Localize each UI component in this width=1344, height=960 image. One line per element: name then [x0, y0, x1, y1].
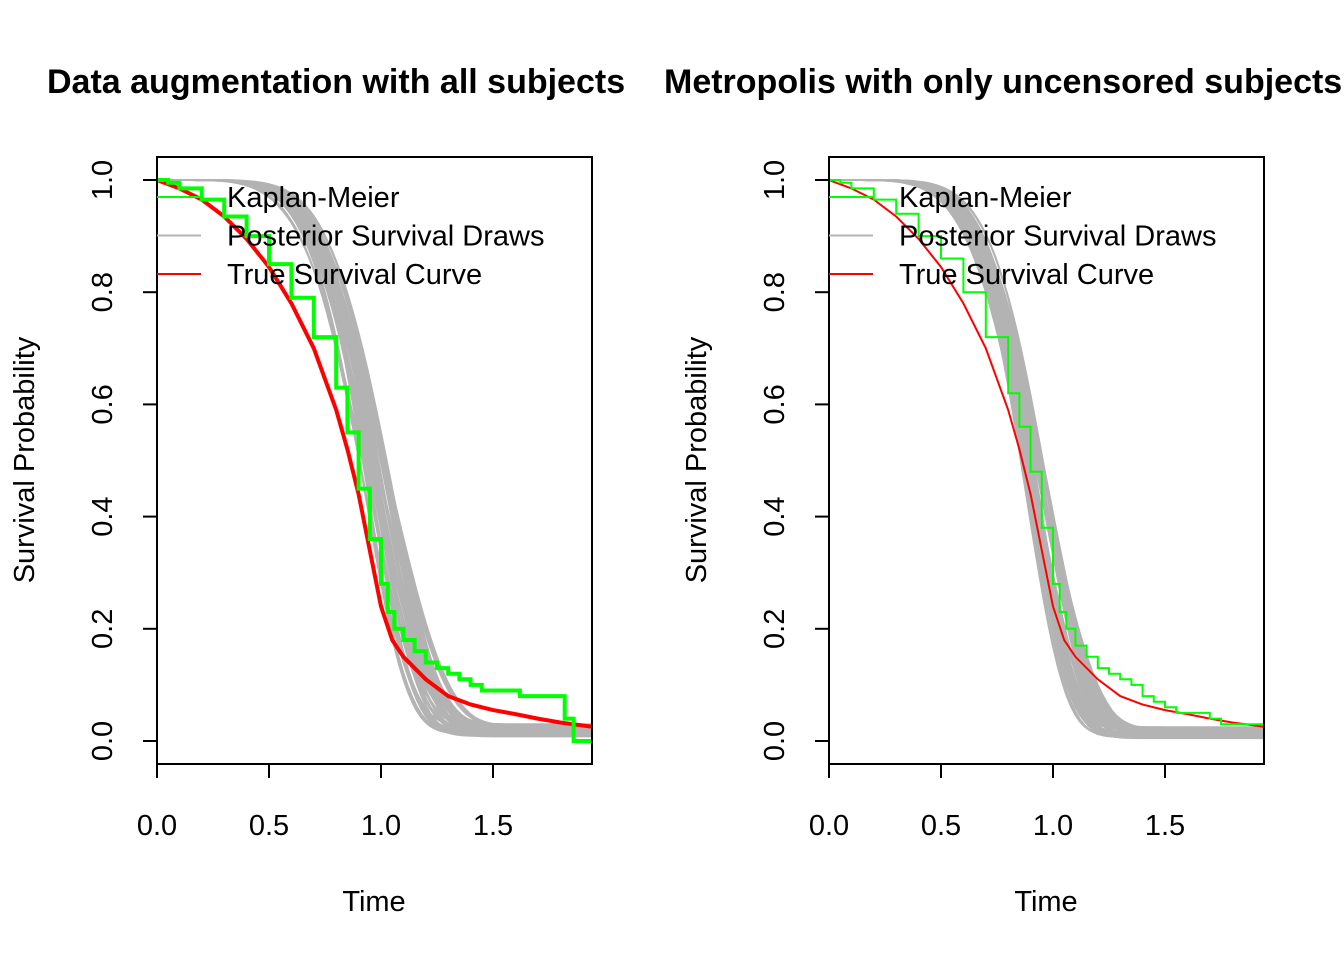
y-tick-label: 0.0 — [87, 721, 119, 761]
x-tick-label: 1.0 — [1033, 810, 1073, 842]
legend-label: Posterior Survival Draws — [899, 221, 1216, 253]
x-tick-label: 1.5 — [1145, 810, 1185, 842]
legend-label: Kaplan-Meier — [899, 182, 1072, 214]
y-tick-label: 0.6 — [87, 384, 119, 424]
y-tick-label: 0.2 — [759, 609, 791, 649]
legend: Kaplan-Meier Posterior Survival Draws True… — [157, 182, 544, 291]
legend-label: Posterior Survival Draws — [227, 221, 544, 253]
posterior-draws-group — [829, 179, 1264, 740]
posterior-draw-line — [829, 179, 1264, 735]
x-tick-label: 1.0 — [361, 810, 401, 842]
y-tick-label: 0.8 — [87, 272, 119, 312]
y-tick-label: 0.4 — [87, 496, 119, 536]
y-tick-label: 0.8 — [759, 272, 791, 312]
series-group — [157, 178, 592, 743]
y-tick-label: 1.0 — [87, 160, 119, 200]
chart-title: Data augmentation with all subjects — [47, 63, 625, 101]
legend-label: Kaplan-Meier — [227, 182, 400, 214]
legend-label: True Survival Curve — [899, 259, 1154, 291]
x-tick-label: 0.5 — [921, 810, 961, 842]
legend-label: True Survival Curve — [227, 259, 482, 291]
y-axis-label: Survival Probability — [681, 336, 713, 583]
y-tick-label: 0.2 — [87, 609, 119, 649]
x-axis-label: Time — [342, 886, 405, 918]
y-axis-ticks: 0.0 0.2 0.4 0.6 0.8 1.0 — [759, 160, 830, 761]
y-tick-label: 0.0 — [759, 721, 791, 761]
y-tick-label: 0.6 — [759, 384, 791, 424]
x-axis-ticks: 0.0 0.5 1.0 1.5 — [809, 763, 1185, 842]
chart-title: Metropolis with only uncensored subjects — [664, 63, 1342, 101]
y-tick-label: 0.4 — [759, 496, 791, 536]
panel-data-augmentation: 0.0 0.5 1.0 1.5 0.0 0.2 0.4 0.6 0.8 1.0 Time Sur… — [9, 156, 593, 918]
kaplan-meier-line — [157, 178, 592, 743]
x-tick-label: 0.0 — [137, 810, 177, 842]
y-tick-label: 1.0 — [759, 160, 791, 200]
x-tick-label: 1.5 — [473, 810, 513, 842]
true-survival-curve-line — [157, 178, 592, 729]
true-survival-curve-line — [829, 179, 1264, 728]
kaplan-meier-line — [829, 179, 1264, 726]
posterior-draws-group — [157, 179, 592, 738]
panel-metropolis: 0.0 0.5 1.0 1.5 0.0 0.2 0.4 0.6 0.8 1.0 Time Sur… — [681, 156, 1265, 918]
x-axis-ticks: 0.0 0.5 1.0 1.5 — [137, 763, 513, 842]
legend: Kaplan-Meier Posterior Survival Draws True… — [829, 182, 1216, 291]
x-tick-label: 0.0 — [809, 810, 849, 842]
y-axis-ticks: 0.0 0.2 0.4 0.6 0.8 1.0 — [87, 160, 158, 761]
x-axis-label: Time — [1014, 886, 1077, 918]
x-tick-label: 0.5 — [249, 810, 289, 842]
posterior-draw-line — [157, 179, 592, 732]
series-group — [829, 179, 1264, 728]
y-axis-label: Survival Probability — [9, 336, 41, 583]
